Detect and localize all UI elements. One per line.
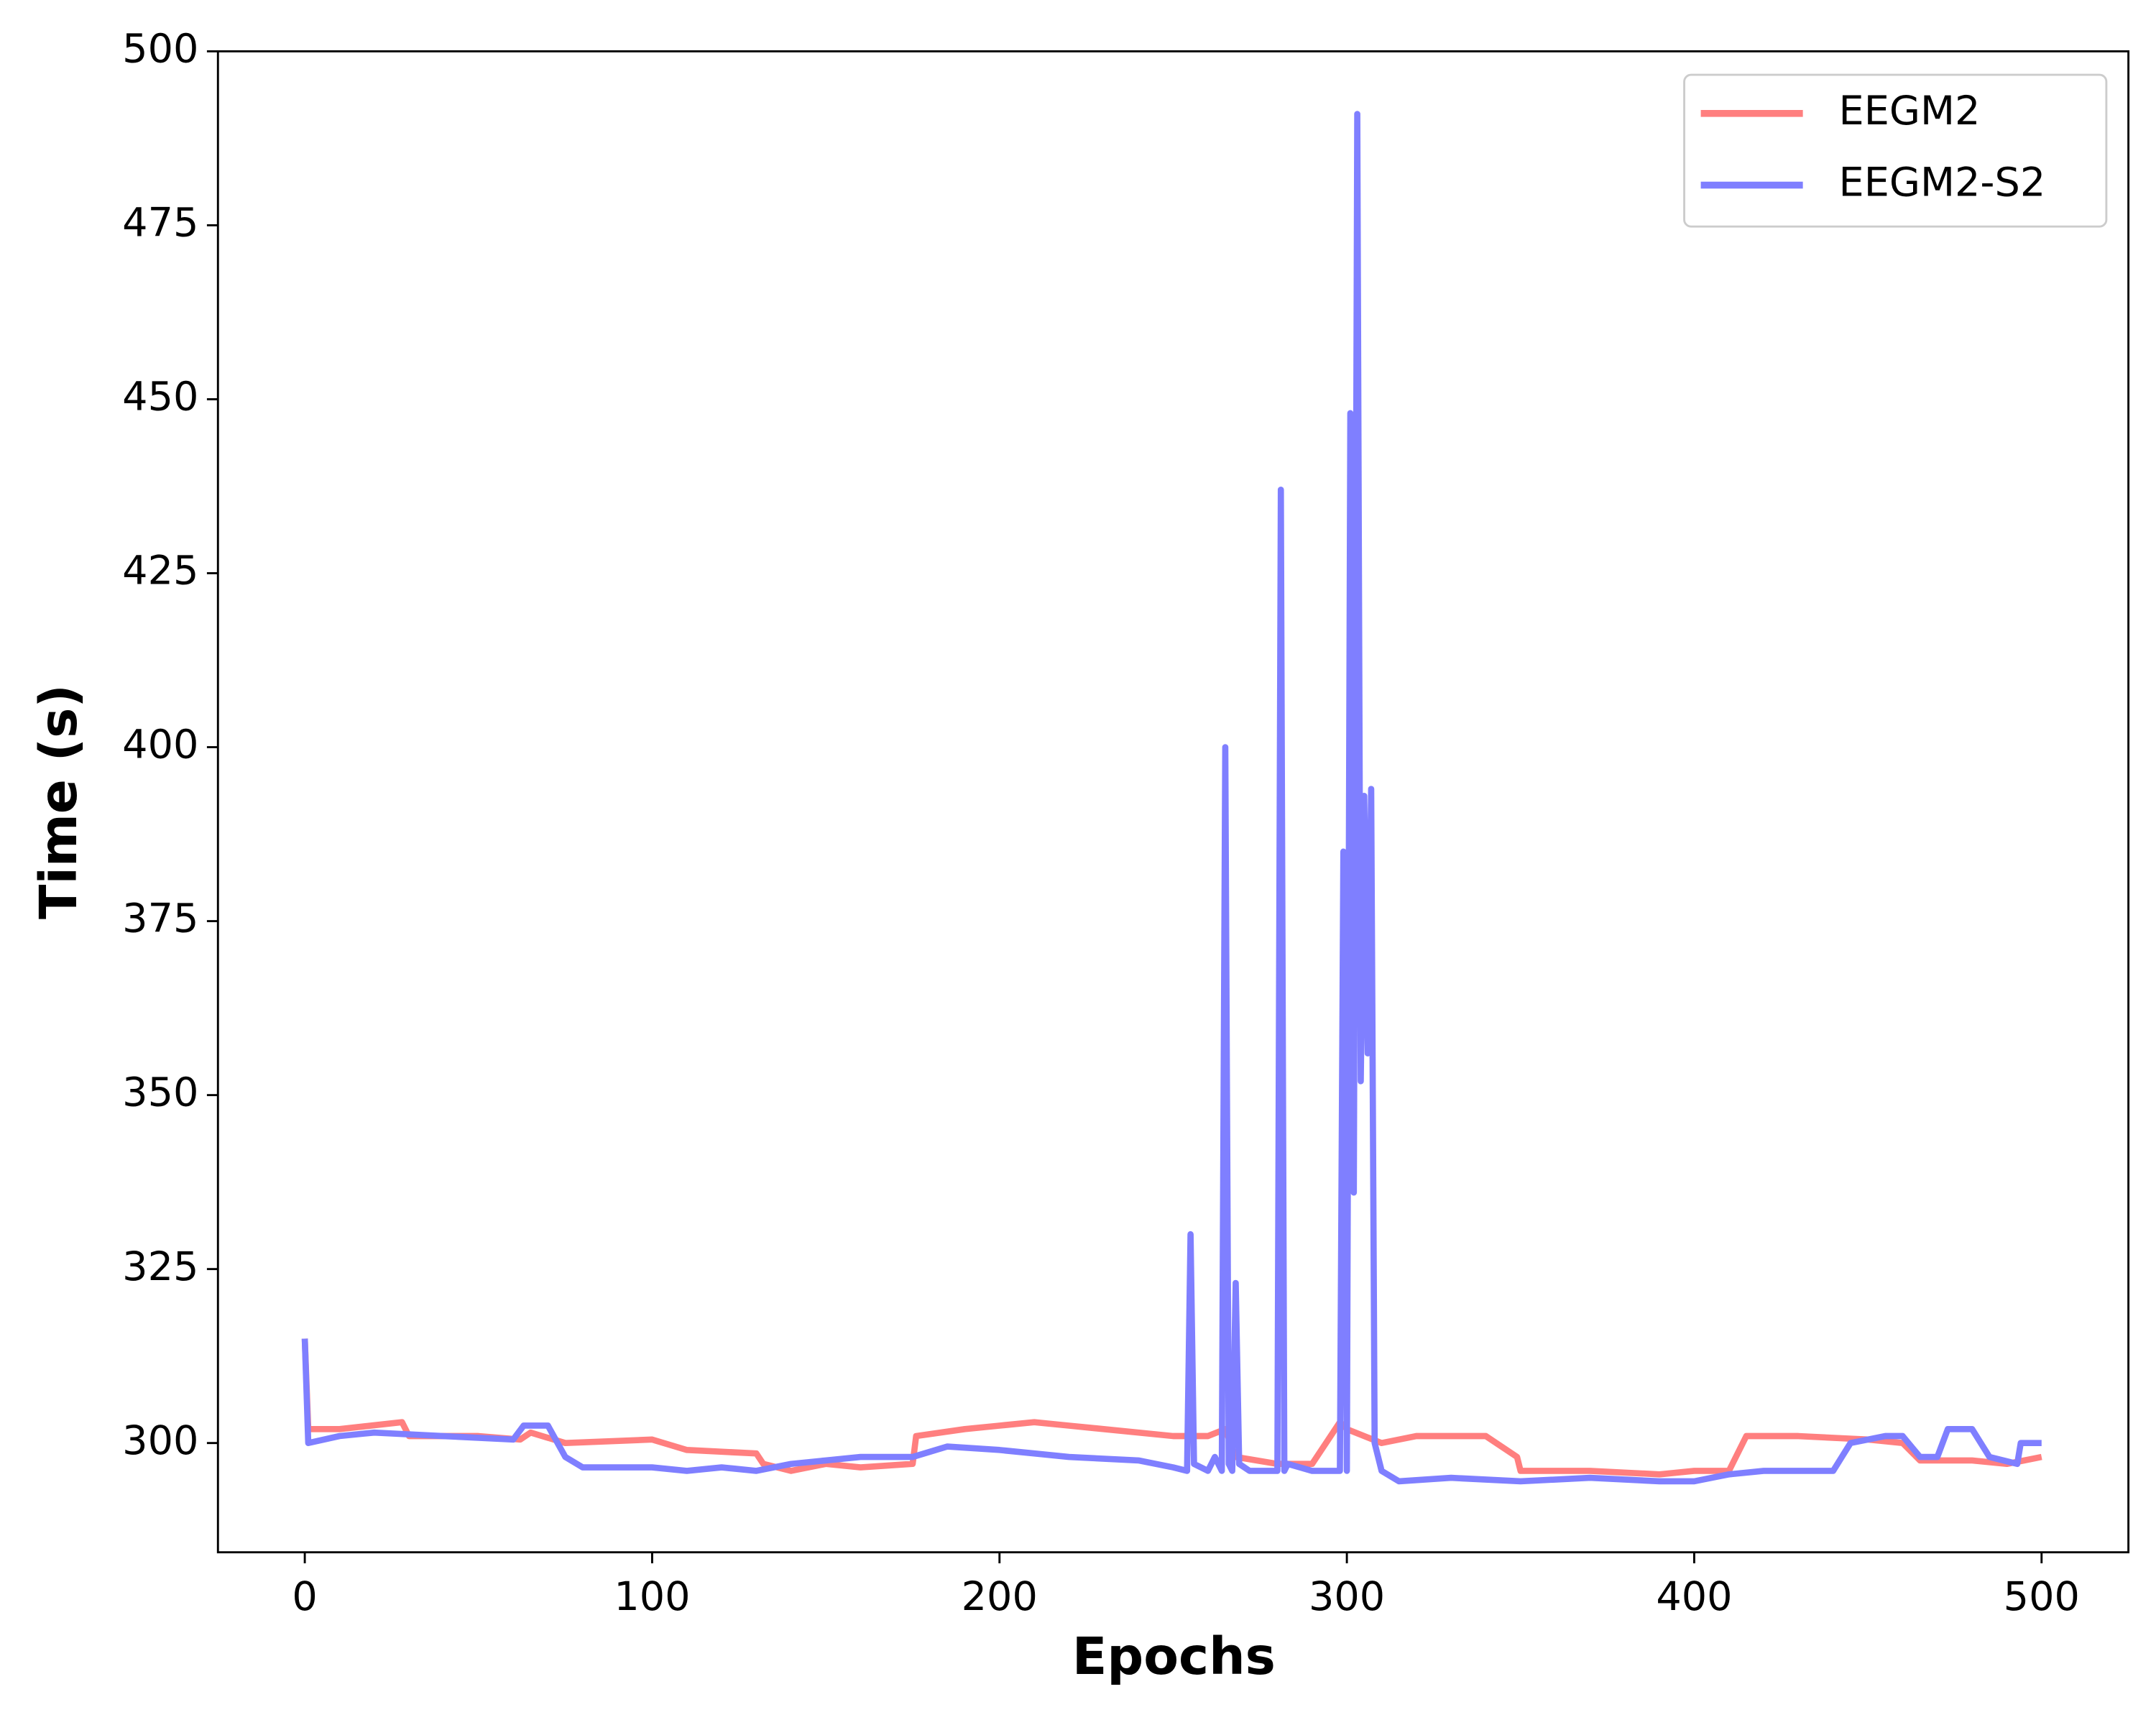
x-tick-label: 0	[292, 1573, 317, 1620]
line	[301, 111, 2042, 1485]
y-axis-label: Time (s)	[29, 684, 88, 919]
x-tick-label: 400	[1656, 1573, 1732, 1620]
legend-label: EEGM2-S2	[1839, 160, 2046, 206]
legend-label: EEGM2	[1839, 88, 1981, 134]
x-tick-label: 200	[962, 1573, 1038, 1620]
y-tick-label: 350	[122, 1070, 198, 1116]
y-tick-label: 450	[122, 374, 198, 420]
x-tick-label: 500	[2004, 1573, 2080, 1620]
plot-frame	[216, 50, 2130, 1554]
y-tick-label: 375	[122, 896, 198, 942]
x-tick-label: 300	[1309, 1573, 1385, 1620]
line	[301, 1338, 2042, 1478]
x-axis-label: Epochs	[1072, 1627, 1276, 1686]
y-tick-label: 425	[122, 548, 198, 594]
y-tick-label: 475	[122, 200, 198, 247]
x-tick-label: 100	[614, 1573, 690, 1620]
y-tick-label: 400	[122, 722, 198, 768]
y-tick-label: 300	[122, 1417, 198, 1464]
y-tick-label: 500	[122, 26, 198, 73]
y-tick-label: 325	[122, 1243, 198, 1290]
